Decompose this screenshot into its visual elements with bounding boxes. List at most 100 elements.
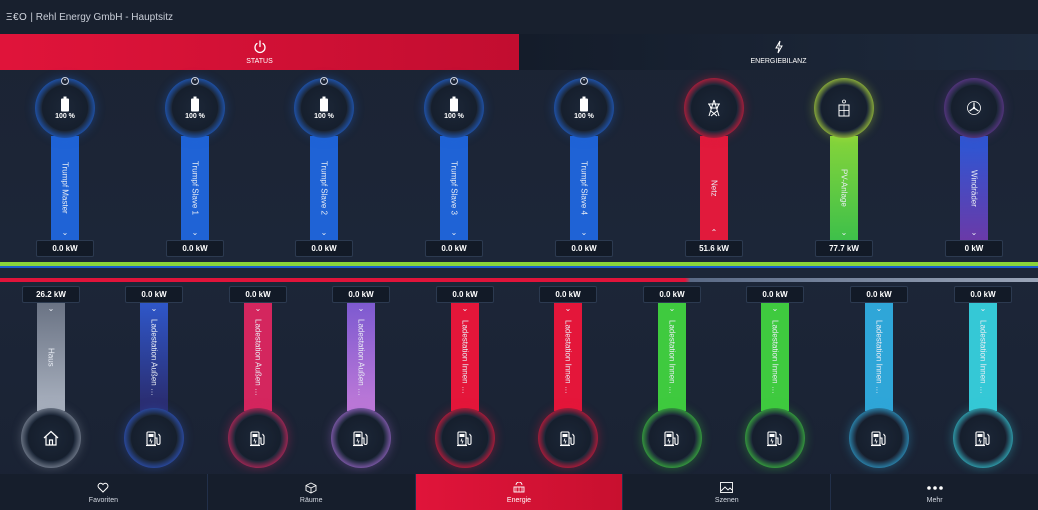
consumer-value: 0.0 kW [850, 286, 908, 303]
chevron-down-icon: ⌄ [979, 304, 987, 313]
consumer-ring[interactable] [849, 408, 909, 468]
charging-station-icon [766, 429, 784, 447]
producer-ring-inner: 100 % [431, 85, 477, 131]
battery-flow-line [0, 266, 1038, 268]
consumer-ring[interactable] [331, 408, 391, 468]
chevron-icon: ⌃ [710, 228, 718, 237]
nav-mehr[interactable]: Mehr [831, 474, 1038, 510]
consumer-ring-inner [235, 415, 281, 461]
consumer-value: 0.0 kW [229, 286, 287, 303]
consumer-ring[interactable] [538, 408, 598, 468]
consumer-1[interactable]: 0.0 kW ⌄ Ladestation Außen … [121, 284, 187, 470]
producer-value: 0.0 kW [166, 240, 224, 257]
lightning-icon [773, 40, 785, 54]
consumer-ring-inner [131, 415, 177, 461]
consumer-ring[interactable] [953, 408, 1013, 468]
consumer-0[interactable]: 26.2 kW ⌄ Haus [18, 284, 84, 470]
tab-energiebilanz[interactable]: ENERGIEBILANZ [519, 34, 1038, 70]
battery-icon [449, 96, 459, 112]
consumer-ring-inner [752, 415, 798, 461]
consumer-9[interactable]: 0.0 kW ⌄ Ladestation Innen … [950, 284, 1016, 470]
chevron-icon: ⌄ [191, 228, 199, 237]
consumer-ring[interactable] [435, 408, 495, 468]
charging-station-icon [559, 429, 577, 447]
producer-5[interactable]: Netz ⌃ 51.6 kW [684, 78, 744, 260]
battery-icon [60, 96, 70, 112]
consumer-ring-inner [649, 415, 695, 461]
consumer-flow-bar: ⌄ Ladestation Innen … [761, 303, 789, 411]
producer-ring[interactable] [684, 78, 744, 138]
chevron-icon: ⌄ [580, 228, 588, 237]
consumer-2[interactable]: 0.0 kW ⌄ Ladestation Außen … [225, 284, 291, 470]
heart-icon [97, 481, 109, 495]
consumer-flow-bar: ⌄ Ladestation Außen … [244, 303, 272, 411]
producer-ring[interactable]: • 100 % [424, 77, 484, 138]
producer-value: 0.0 kW [555, 240, 613, 257]
nav-szenen-label: Szenen [714, 496, 739, 504]
producer-0[interactable]: Trumpf Master ⌄ • 100 % 0.0 kW [35, 77, 95, 260]
producer-4[interactable]: Trumpf Slave 4 ⌄ • 100 % 0.0 kW [554, 77, 614, 260]
producer-6[interactable]: PV-Anlage ⌄ 77.7 kW [814, 78, 874, 260]
tab-status[interactable]: STATUS [0, 34, 519, 70]
consumer-ring[interactable] [21, 408, 81, 468]
producer-1[interactable]: Trumpf Slave 1 ⌄ • 100 % 0.0 kW [165, 77, 225, 260]
battery-icon [579, 96, 589, 112]
consumer-ring-inner [338, 415, 384, 461]
chevron-down-icon: ⌄ [254, 304, 262, 313]
charging-station-icon [663, 429, 681, 447]
producer-flow-bar: Trumpf Master ⌄ [51, 136, 79, 240]
consumer-value: 0.0 kW [954, 286, 1012, 303]
producer-value: 77.7 kW [815, 240, 873, 257]
producer-2[interactable]: Trumpf Slave 2 ⌄ • 100 % 0.0 kW [294, 77, 354, 260]
chevron-down-icon: ⌄ [47, 304, 55, 313]
consumer-ring[interactable] [642, 408, 702, 468]
charging-station-icon [145, 429, 163, 447]
producer-label: Trumpf Slave 2 [319, 161, 329, 215]
producer-ring[interactable]: • 100 % [554, 77, 614, 138]
consumer-3[interactable]: 0.0 kW ⌄ Ladestation Außen … [328, 284, 394, 470]
producer-ring[interactable] [944, 78, 1004, 138]
nav-szenen[interactable]: Szenen [623, 474, 832, 510]
consumer-7[interactable]: 0.0 kW ⌄ Ladestation Innen … [742, 284, 808, 470]
producer-ring[interactable]: • 100 % [294, 77, 354, 138]
consumer-flow-bar: ⌄ Ladestation Außen … [140, 303, 168, 411]
chevron-icon: ⌄ [320, 228, 328, 237]
nav-mehr-label: Mehr [926, 496, 943, 504]
consumer-value: 26.2 kW [22, 286, 80, 303]
consumer-label: Ladestation Innen … [563, 320, 573, 394]
solar-panel-icon [836, 99, 852, 117]
nav-energie[interactable]: Energie [415, 474, 624, 510]
producer-ring[interactable]: • 100 % [35, 77, 95, 138]
consumer-value: 0.0 kW [746, 286, 804, 303]
consumer-ring[interactable] [228, 408, 288, 468]
consumer-flow-bar: ⌄ Haus [37, 303, 65, 411]
consumer-ring[interactable] [124, 408, 184, 468]
producer-ring[interactable] [814, 78, 874, 138]
grid-flow-line [0, 278, 1038, 282]
producer-ring[interactable]: • 100 % [165, 77, 225, 138]
consumer-flow-bar: ⌄ Ladestation Innen … [969, 303, 997, 411]
title-bar: Ξ€O | Rehl Energy GmbH - Hauptsitz [0, 0, 1038, 34]
consumer-label: Ladestation Innen … [460, 320, 470, 394]
consumer-8[interactable]: 0.0 kW ⌄ Ladestation Innen … [846, 284, 912, 470]
producer-label: PV-Anlage [839, 169, 849, 207]
producer-label: Trumpf Slave 1 [190, 161, 200, 215]
consumer-6[interactable]: 0.0 kW ⌄ Ladestation Innen … [639, 284, 705, 470]
consumer-value: 0.0 kW [436, 286, 494, 303]
producer-3[interactable]: Trumpf Slave 3 ⌄ • 100 % 0.0 kW [424, 77, 484, 260]
nav-favoriten-label: Favoriten [88, 496, 118, 504]
consumer-label: Ladestation Innen … [874, 320, 884, 394]
info-dot-icon: • [580, 77, 588, 85]
producer-ring-inner: 100 % [42, 85, 88, 131]
consumer-5[interactable]: 0.0 kW ⌄ Ladestation Innen … [535, 284, 601, 470]
consumer-value: 0.0 kW [332, 286, 390, 303]
nav-favoriten[interactable]: Favoriten [0, 474, 208, 510]
nav-raeume[interactable]: Räume [208, 474, 416, 510]
producer-7[interactable]: Windräder ⌄ 0 kW [944, 78, 1004, 260]
consumer-4[interactable]: 0.0 kW ⌄ Ladestation Innen … [432, 284, 498, 470]
producer-label: Trumpf Slave 3 [449, 161, 459, 215]
producer-ring-inner [691, 85, 737, 131]
consumer-ring[interactable] [745, 408, 805, 468]
consumer-label: Haus [46, 347, 56, 367]
